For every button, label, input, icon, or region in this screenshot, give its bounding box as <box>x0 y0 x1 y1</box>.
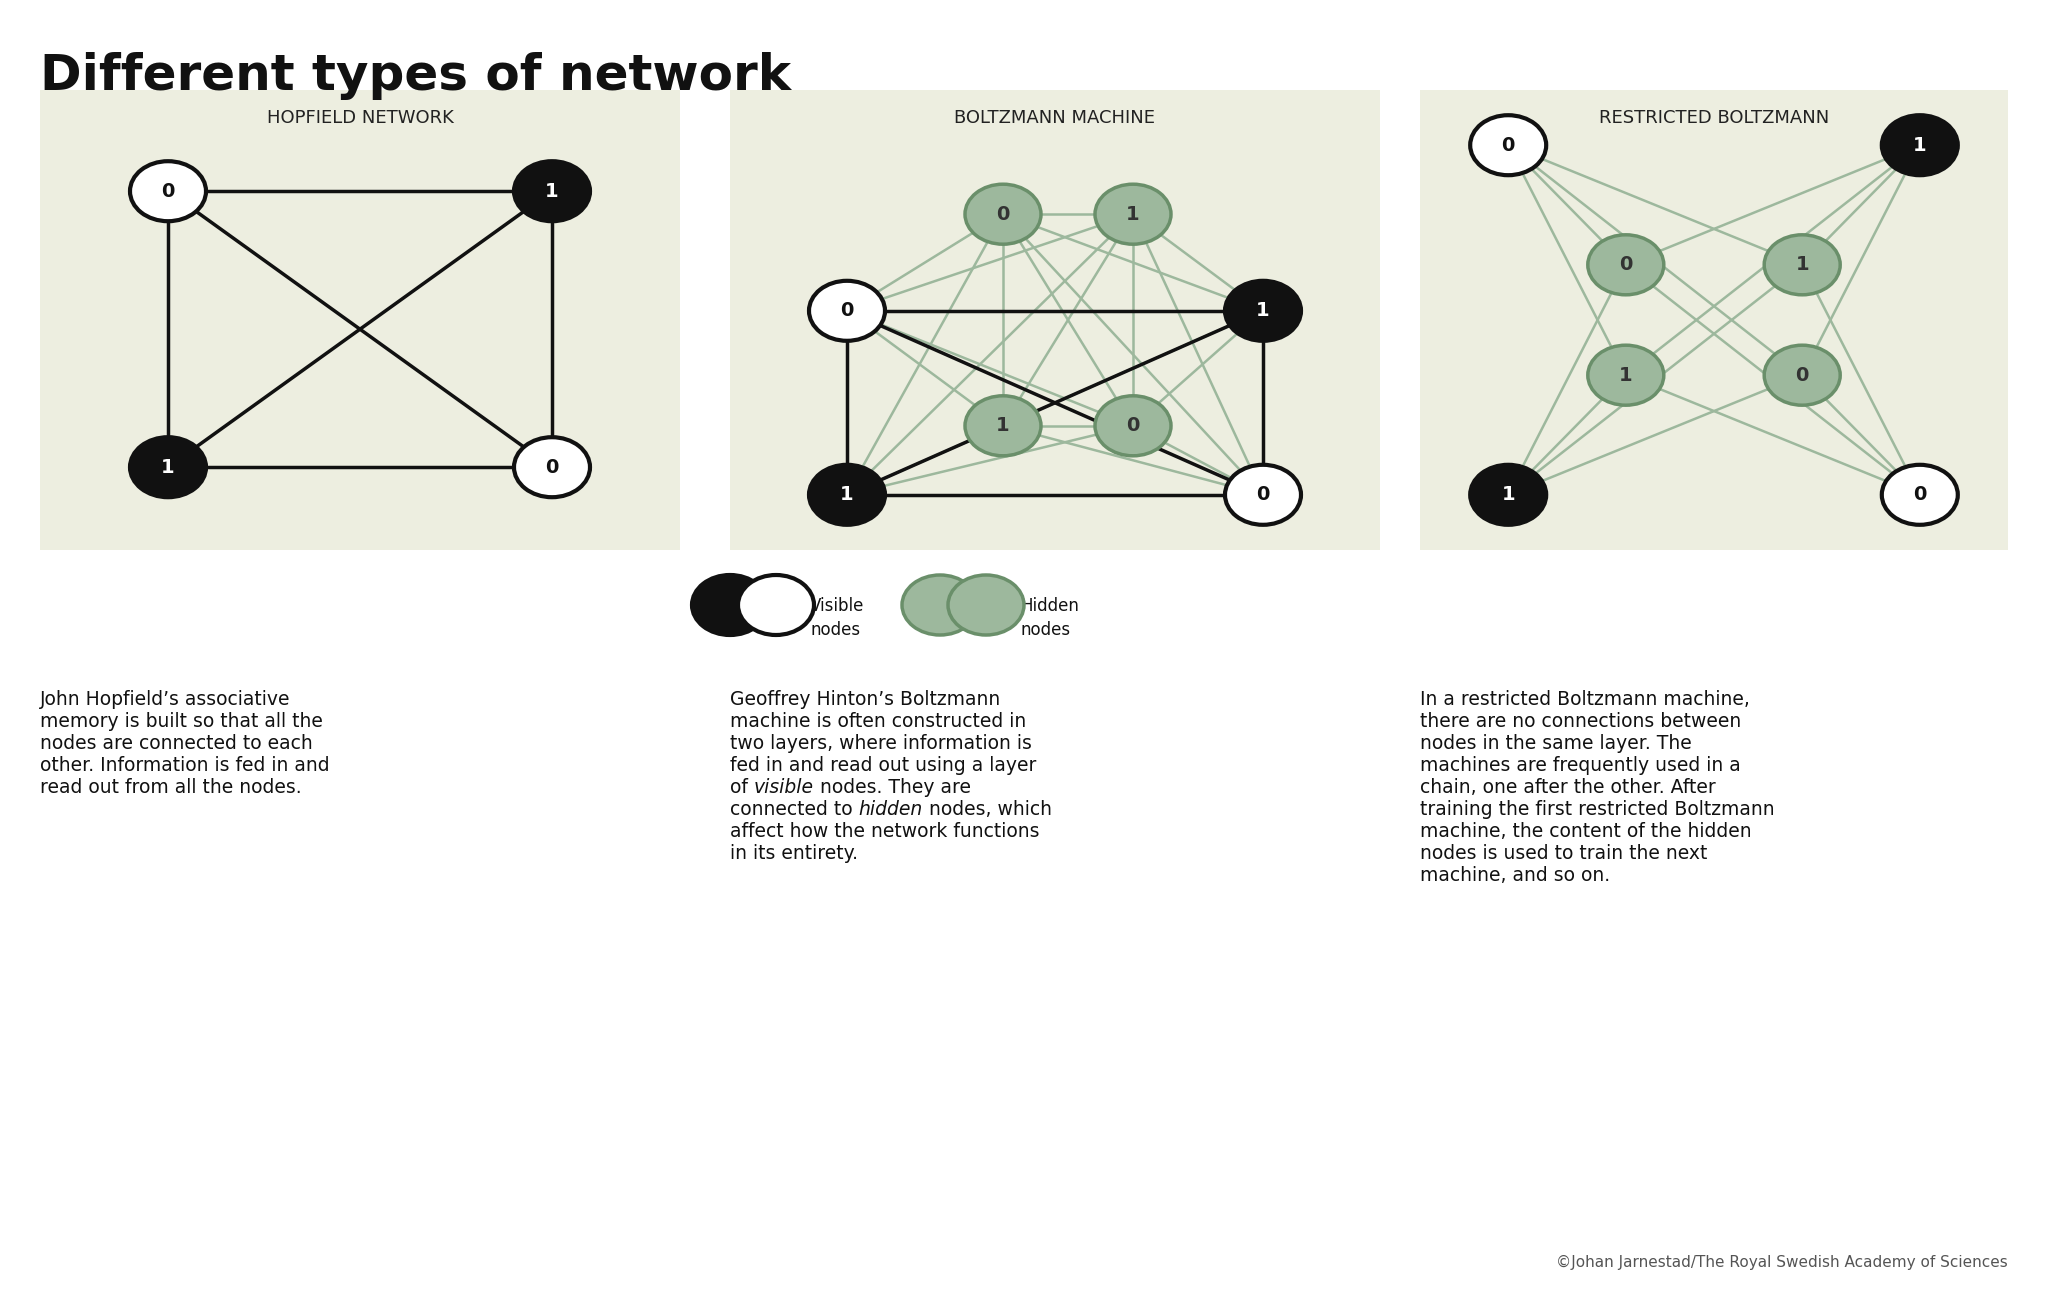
Text: fed in and read out using a layer: fed in and read out using a layer <box>729 756 1036 775</box>
Text: two layers, where information is: two layers, where information is <box>729 734 1032 753</box>
Ellipse shape <box>1763 345 1841 405</box>
Text: In a restricted Boltzmann machine,: In a restricted Boltzmann machine, <box>1419 690 1749 709</box>
Ellipse shape <box>1470 465 1546 525</box>
Ellipse shape <box>1096 396 1171 455</box>
Text: 0: 0 <box>1126 417 1139 435</box>
Text: read out from all the nodes.: read out from all the nodes. <box>41 778 301 797</box>
Ellipse shape <box>1587 234 1663 295</box>
Text: nodes is used to train the next: nodes is used to train the next <box>1419 844 1708 863</box>
Text: 1: 1 <box>1796 255 1808 274</box>
Text: training the first restricted Boltzmann: training the first restricted Boltzmann <box>1419 800 1776 819</box>
Text: memory is built so that all the: memory is built so that all the <box>41 712 324 731</box>
Text: 1: 1 <box>1501 485 1516 505</box>
Text: 0: 0 <box>840 302 854 321</box>
Text: Hidden
nodes: Hidden nodes <box>1020 597 1079 639</box>
Text: HOPFIELD NETWORK: HOPFIELD NETWORK <box>266 109 453 127</box>
Text: nodes are connected to each: nodes are connected to each <box>41 734 313 753</box>
Text: 1: 1 <box>1620 366 1632 384</box>
Text: nodes in the same layer. The: nodes in the same layer. The <box>1419 734 1692 753</box>
Ellipse shape <box>692 575 768 635</box>
Ellipse shape <box>129 162 207 221</box>
Text: there are no connections between: there are no connections between <box>1419 712 1741 731</box>
Ellipse shape <box>1763 234 1841 295</box>
Text: 0: 0 <box>1501 136 1516 155</box>
Text: 1: 1 <box>1126 204 1141 224</box>
Text: 1: 1 <box>545 181 559 201</box>
Text: 1: 1 <box>1255 302 1270 321</box>
Text: 0: 0 <box>995 204 1010 224</box>
Text: BOLTZMANN MACHINE: BOLTZMANN MACHINE <box>954 109 1155 127</box>
Ellipse shape <box>1225 465 1300 525</box>
Text: Different types of network: Different types of network <box>41 52 791 100</box>
FancyBboxPatch shape <box>729 91 1380 550</box>
Text: machine is often constructed in: machine is often constructed in <box>729 712 1026 731</box>
Ellipse shape <box>901 575 979 635</box>
Ellipse shape <box>1587 345 1663 405</box>
Text: machines are frequently used in a: machines are frequently used in a <box>1419 756 1741 775</box>
Text: Geoffrey Hinton’s Boltzmann: Geoffrey Hinton’s Boltzmann <box>729 690 999 709</box>
Ellipse shape <box>1225 281 1300 340</box>
Text: hidden: hidden <box>858 800 924 819</box>
Text: in its entirety.: in its entirety. <box>729 844 858 863</box>
Ellipse shape <box>514 437 590 497</box>
Text: Visible
nodes: Visible nodes <box>811 597 864 639</box>
Ellipse shape <box>965 396 1040 455</box>
Text: nodes, which: nodes, which <box>924 800 1053 819</box>
Text: connected to: connected to <box>729 800 858 819</box>
Ellipse shape <box>737 575 813 635</box>
Text: 0: 0 <box>1255 485 1270 505</box>
Text: machine, and so on.: machine, and so on. <box>1419 866 1610 885</box>
Ellipse shape <box>1882 115 1958 175</box>
Ellipse shape <box>1096 184 1171 245</box>
Ellipse shape <box>1470 115 1546 175</box>
Text: 0: 0 <box>1796 366 1808 384</box>
Ellipse shape <box>514 162 590 221</box>
FancyBboxPatch shape <box>1419 91 2007 550</box>
Ellipse shape <box>1882 465 1958 525</box>
Text: 1: 1 <box>1913 136 1927 155</box>
Text: other. Information is fed in and: other. Information is fed in and <box>41 756 330 775</box>
Text: 0: 0 <box>1620 255 1632 274</box>
Text: affect how the network functions: affect how the network functions <box>729 822 1040 841</box>
Text: visible: visible <box>754 778 813 797</box>
Text: 1: 1 <box>995 417 1010 435</box>
Ellipse shape <box>948 575 1024 635</box>
Text: of: of <box>729 778 754 797</box>
Ellipse shape <box>809 465 885 525</box>
Text: John Hopfield’s associative: John Hopfield’s associative <box>41 690 291 709</box>
Text: 0: 0 <box>545 458 559 476</box>
Text: 1: 1 <box>162 458 174 476</box>
Text: 0: 0 <box>162 181 174 201</box>
Text: chain, one after the other. After: chain, one after the other. After <box>1419 778 1716 797</box>
Text: 1: 1 <box>840 485 854 505</box>
FancyBboxPatch shape <box>41 91 680 550</box>
Text: 0: 0 <box>1913 485 1927 505</box>
Ellipse shape <box>965 184 1040 245</box>
Ellipse shape <box>809 281 885 340</box>
Text: ©Johan Jarnestad/The Royal Swedish Academy of Sciences: ©Johan Jarnestad/The Royal Swedish Acade… <box>1556 1255 2007 1269</box>
Text: machine, the content of the hidden: machine, the content of the hidden <box>1419 822 1751 841</box>
Ellipse shape <box>129 437 207 497</box>
Text: nodes. They are: nodes. They are <box>813 778 971 797</box>
Text: RESTRICTED BOLTZMANN: RESTRICTED BOLTZMANN <box>1599 109 1829 127</box>
